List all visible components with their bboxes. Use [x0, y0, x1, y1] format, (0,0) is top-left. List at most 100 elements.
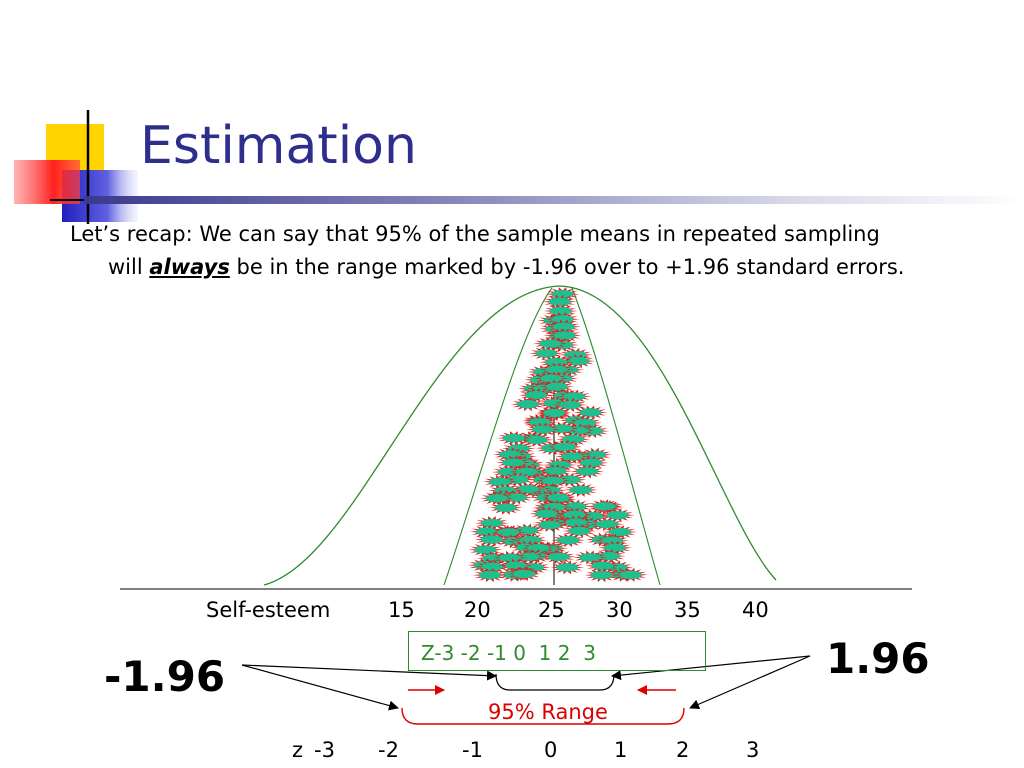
arrow-neg-to-range [241, 664, 399, 711]
sample-mean-marker [573, 550, 607, 565]
range-label: 95% Range [488, 700, 608, 724]
sample-mean-marker [584, 568, 619, 583]
sample-means-cluster [467, 287, 648, 583]
sample-mean-marker [537, 405, 572, 420]
z-row-prefix: z [292, 738, 304, 762]
sample-mean-marker [519, 388, 553, 403]
sample-mean-marker [575, 509, 610, 524]
sample-mean-marker [570, 464, 605, 479]
sample-mean-marker [488, 500, 523, 515]
envelope-right [571, 287, 661, 586]
sample-mean-marker [519, 432, 554, 447]
sample-mean-marker [479, 491, 514, 506]
recap-emphasis: always [149, 255, 230, 279]
sample-mean-marker [544, 421, 579, 436]
sample-mean-marker [507, 567, 542, 581]
sample-mean-marker [545, 312, 580, 327]
arrow-pos-to-bracket [611, 655, 811, 681]
recap-text: Let’s recap: We can say that 95% of the … [70, 218, 1000, 284]
sample-mean-marker [561, 354, 596, 368]
sample-mean-marker [546, 319, 581, 334]
sample-mean-marker [543, 304, 578, 318]
sample-mean-marker [521, 541, 556, 556]
z-tick-label: -2 [378, 738, 399, 762]
sample-mean-marker [468, 542, 503, 557]
arrow-pos-to-range [689, 655, 811, 710]
recap-line-1: Let’s recap: We can say that 95% of the … [70, 222, 880, 246]
x-tick-label: 40 [742, 598, 769, 622]
arrow-neg-to-bracket [241, 664, 497, 681]
sample-mean-marker [574, 456, 609, 470]
sample-mean-marker [496, 455, 531, 470]
sample-mean-marker [469, 524, 504, 539]
sample-mean-marker [534, 371, 569, 386]
sample-mean-marker [578, 447, 612, 462]
sample-mean-marker [536, 473, 570, 488]
sample-mean-marker [491, 525, 526, 540]
recap-line-2-start: will [108, 255, 150, 279]
sample-mean-marker [587, 499, 622, 514]
z-score-box-text: Z-3 -2 -1 0 1 2 3 [421, 641, 596, 665]
sample-mean-marker [558, 499, 593, 514]
sample-mean-marker [511, 549, 546, 564]
sample-mean-marker [585, 558, 620, 573]
sample-mean-marker [499, 490, 534, 505]
sample-mean-marker [474, 516, 509, 531]
sample-mean-marker [474, 532, 509, 547]
z-tick-label: -1 [462, 738, 483, 762]
x-tick-label: 30 [606, 598, 633, 622]
sample-mean-marker [540, 379, 574, 394]
sample-mean-marker [562, 524, 597, 538]
sample-mean-marker [557, 389, 592, 404]
red-square [14, 160, 80, 204]
sample-mean-marker [533, 336, 568, 351]
z-bracket [495, 673, 615, 691]
slide-title: Estimation [140, 116, 417, 176]
z-tick-label: -3 [314, 738, 335, 762]
sample-mean-marker [498, 558, 533, 573]
sample-mean-marker [602, 525, 637, 539]
sample-mean-marker [541, 549, 576, 564]
upper-limit-label: 1.96 [826, 634, 930, 683]
x-tick-label: 35 [674, 598, 701, 622]
sample-mean-marker [573, 405, 608, 420]
x-tick-label: 25 [538, 598, 565, 622]
sample-mean-marker [492, 550, 527, 565]
sample-mean-marker [542, 294, 577, 309]
sample-mean-marker [613, 567, 648, 582]
sample-mean-marker [547, 439, 582, 454]
z-score-box [408, 631, 706, 671]
title-underline [84, 196, 1024, 204]
sample-mean-marker [475, 559, 510, 574]
normal-curve [263, 285, 777, 586]
sample-mean-marker [493, 447, 527, 462]
sample-mean-marker [550, 560, 585, 575]
z-tick-label: 3 [746, 738, 760, 762]
sample-mean-marker [472, 568, 507, 583]
recap-line-2: will always be in the range marked by -1… [70, 251, 1000, 284]
lower-limit-label: -1.96 [104, 652, 226, 701]
sample-mean-marker [483, 474, 517, 489]
z-tick-label: 2 [676, 738, 690, 762]
sample-mean-marker [541, 490, 576, 505]
range-bracket [401, 707, 685, 725]
sample-mean-marker [553, 398, 588, 412]
envelope-left [443, 287, 553, 586]
sample-mean-marker [563, 483, 598, 497]
sample-mean-marker [551, 533, 586, 548]
sample-mean-marker [555, 449, 589, 464]
recap-line-2-end: be in the range marked by -1.96 over to … [229, 255, 905, 279]
sample-mean-marker [539, 355, 574, 370]
sample-mean-marker [510, 397, 545, 412]
sample-mean-marker [591, 549, 626, 563]
sample-mean-marker [597, 540, 632, 555]
sample-mean-marker [539, 362, 574, 377]
sample-mean-marker [552, 472, 587, 487]
sample-mean-marker [532, 518, 567, 532]
sample-mean-marker [529, 346, 564, 361]
sample-mean-marker [590, 517, 625, 532]
sample-mean-marker [510, 482, 545, 496]
z-tick-label: 0 [544, 738, 558, 762]
sample-mean-marker [559, 515, 594, 530]
